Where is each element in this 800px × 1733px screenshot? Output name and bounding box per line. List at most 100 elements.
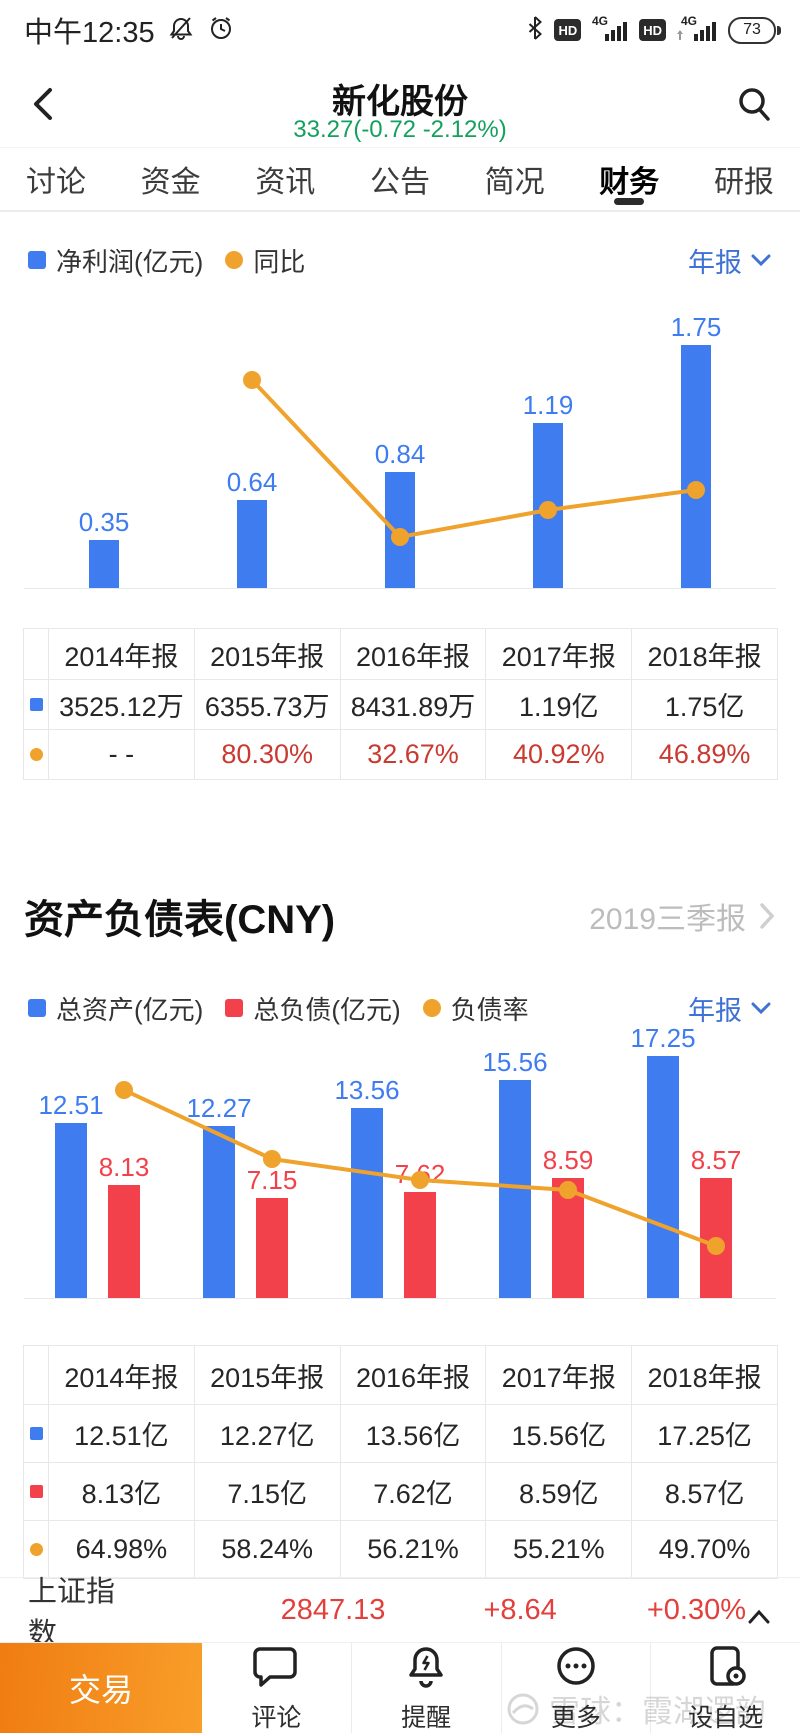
balance-period-link[interactable]: 2019三季报 <box>589 894 776 938</box>
clock: 中午12:35 <box>24 17 155 49</box>
balance-sheet-title: 资产负债表(CNY) <box>24 898 336 942</box>
index-change: +8.64 <box>483 1593 557 1626</box>
trade-button[interactable]: 交易 <box>0 1643 202 1733</box>
table-header-cell: 2014年报 <box>48 629 194 679</box>
bar-value-label: 17.25 <box>630 1023 696 1053</box>
table-row: 64.98% 58.24% 56.21% 55.21% 49.70% <box>24 1520 777 1578</box>
tab-讨论[interactable]: 讨论 <box>26 166 86 199</box>
table-cell: 3525.12万 <box>48 680 194 729</box>
table-cell: 7.15亿 <box>193 1463 340 1520</box>
bar-总资产(亿元)-2015年报 <box>203 1126 235 1299</box>
balance-period-selector[interactable]: 年报 <box>688 989 772 1028</box>
add-watchlist-icon <box>703 1643 749 1694</box>
hd-badge: HD <box>639 19 666 41</box>
table-marker-cell <box>24 680 48 729</box>
row-circle-marker <box>30 748 43 761</box>
signal-4g-icon: 4G <box>591 14 629 47</box>
shanghai-index-bar[interactable]: 上证指数 2847.13 +8.64 +0.30% <box>0 1576 800 1650</box>
legend-square-marker <box>28 251 46 269</box>
table-cell: 32.67% <box>339 730 486 779</box>
index-change-percent: +0.30% <box>646 1593 746 1626</box>
table-cell: 15.56亿 <box>485 1405 631 1462</box>
chevron-right-icon <box>760 903 775 929</box>
legend-label: 同比 <box>253 246 306 277</box>
tab-资讯[interactable]: 资讯 <box>255 166 316 199</box>
负债率-line <box>115 1081 725 1255</box>
stock-quote: 33.27(-0.72 -2.12%) <box>293 116 507 143</box>
table-cell: 8.13亿 <box>48 1463 194 1520</box>
bar-value-label: 0.64 <box>226 467 278 497</box>
nav-item-提醒[interactable]: 提醒 <box>350 1643 501 1733</box>
chevron-up-icon[interactable] <box>746 1601 772 1624</box>
table-cell: 8431.89万 <box>339 680 486 729</box>
table-header-cell: 2015年报 <box>193 1346 340 1404</box>
bar-value-label: 1.19 <box>522 390 574 420</box>
nav-label: 提醒 <box>401 1703 452 1732</box>
table-row: - -80.30% 32.67% 40.92% 46.89% <box>24 729 777 779</box>
signal-4g-data-icon: 4G <box>676 14 718 47</box>
table-cell: 56.21% <box>339 1521 486 1578</box>
bar-总负债(亿元)-2016年报 <box>404 1192 436 1299</box>
svg-text:4G: 4G <box>681 14 697 28</box>
legend-label: 负债率 <box>450 994 529 1025</box>
nav-label: 评论 <box>251 1703 302 1732</box>
nav-items: 评论 提醒 更多 设自选 <box>202 1643 800 1733</box>
bar-value-label: 12.51 <box>38 1090 104 1120</box>
legend-item: 负债率 <box>422 990 529 1027</box>
nav-item-更多[interactable]: 更多 <box>500 1643 651 1733</box>
bar-value-label: 15.56 <box>482 1047 548 1077</box>
table-cell: 7.62亿 <box>339 1463 486 1520</box>
alert-bell-icon <box>403 1643 449 1694</box>
table-cell: 13.56亿 <box>339 1405 486 1462</box>
status-bar: 中午12:35 HD <box>0 0 800 60</box>
bottom-nav: 交易 评论 提醒 更多 设自选 <box>0 1642 800 1733</box>
income-chart-legend: 净利润(亿元) 同比 年报 <box>0 240 800 280</box>
more-icon <box>552 1643 600 1694</box>
bar-总资产(亿元)-2018年报 <box>647 1056 679 1299</box>
net-profit-chart: 0.35 0.64 0.84 1.19 1.75 <box>0 290 800 589</box>
tab-简况[interactable]: 简况 <box>484 166 545 199</box>
back-button[interactable] <box>26 82 62 126</box>
table-row: 8.13亿 7.15亿 7.62亿 8.59亿 8.57亿 <box>24 1462 777 1520</box>
legend-item: 同比 <box>225 242 305 279</box>
table-cell: 1.75亿 <box>631 680 777 729</box>
app-header: 新化股份 33.27(-0.72 -2.12%) <box>0 60 800 148</box>
table-header-row: 2014年报 2015年报 2016年报 2017年报 2018年报 <box>24 629 777 679</box>
battery-indicator: 73 <box>728 16 781 44</box>
bar-净利润(亿元)-2014年报 <box>89 540 119 589</box>
table-header-cell: 2018年报 <box>631 1346 777 1404</box>
alarm-icon <box>207 14 235 47</box>
table-cell: 49.70% <box>631 1521 777 1578</box>
table-cell: 17.25亿 <box>631 1405 777 1462</box>
table-row: 12.51亿 12.27亿 13.56亿 15.56亿 17.25亿 <box>24 1404 777 1462</box>
table-header-cell: 2017年报 <box>485 629 631 679</box>
table-cell: 80.30% <box>193 730 340 779</box>
bar-总资产(亿元)-2016年报 <box>351 1108 383 1299</box>
search-icon[interactable] <box>732 82 776 126</box>
index-value: 2847.13 <box>280 1593 386 1626</box>
legend-label: 净利润(亿元) <box>56 246 204 277</box>
table-cell: 46.89% <box>631 730 777 779</box>
bar-净利润(亿元)-2018年报 <box>681 345 711 589</box>
tab-公告[interactable]: 公告 <box>369 166 430 199</box>
income-period-selector[interactable]: 年报 <box>688 241 772 280</box>
table-cell: - - <box>48 730 194 779</box>
nav-item-设自选[interactable]: 设自选 <box>650 1643 800 1733</box>
row-square-marker <box>30 698 43 711</box>
legend-square-marker <box>225 999 244 1017</box>
nav-item-评论[interactable]: 评论 <box>202 1643 351 1733</box>
table-cell: 12.51亿 <box>48 1405 194 1462</box>
hd-badge: HD <box>554 19 582 41</box>
bar-value-label: 12.27 <box>186 1093 252 1123</box>
row-circle-marker <box>30 1543 43 1556</box>
table-marker-cell <box>24 1405 48 1462</box>
tab-资金[interactable]: 资金 <box>140 166 201 199</box>
period-label: 年报 <box>688 247 742 278</box>
table-cell: 8.57亿 <box>631 1463 777 1520</box>
tab-财务[interactable]: 财务 <box>599 148 659 210</box>
bar-value-label: 8.59 <box>542 1145 594 1175</box>
bar-value-label: 8.13 <box>98 1152 150 1182</box>
legend-label: 总负债(亿元) <box>253 994 401 1025</box>
legend-item: 总资产(亿元) <box>28 990 203 1027</box>
tab-研报[interactable]: 研报 <box>713 166 774 199</box>
